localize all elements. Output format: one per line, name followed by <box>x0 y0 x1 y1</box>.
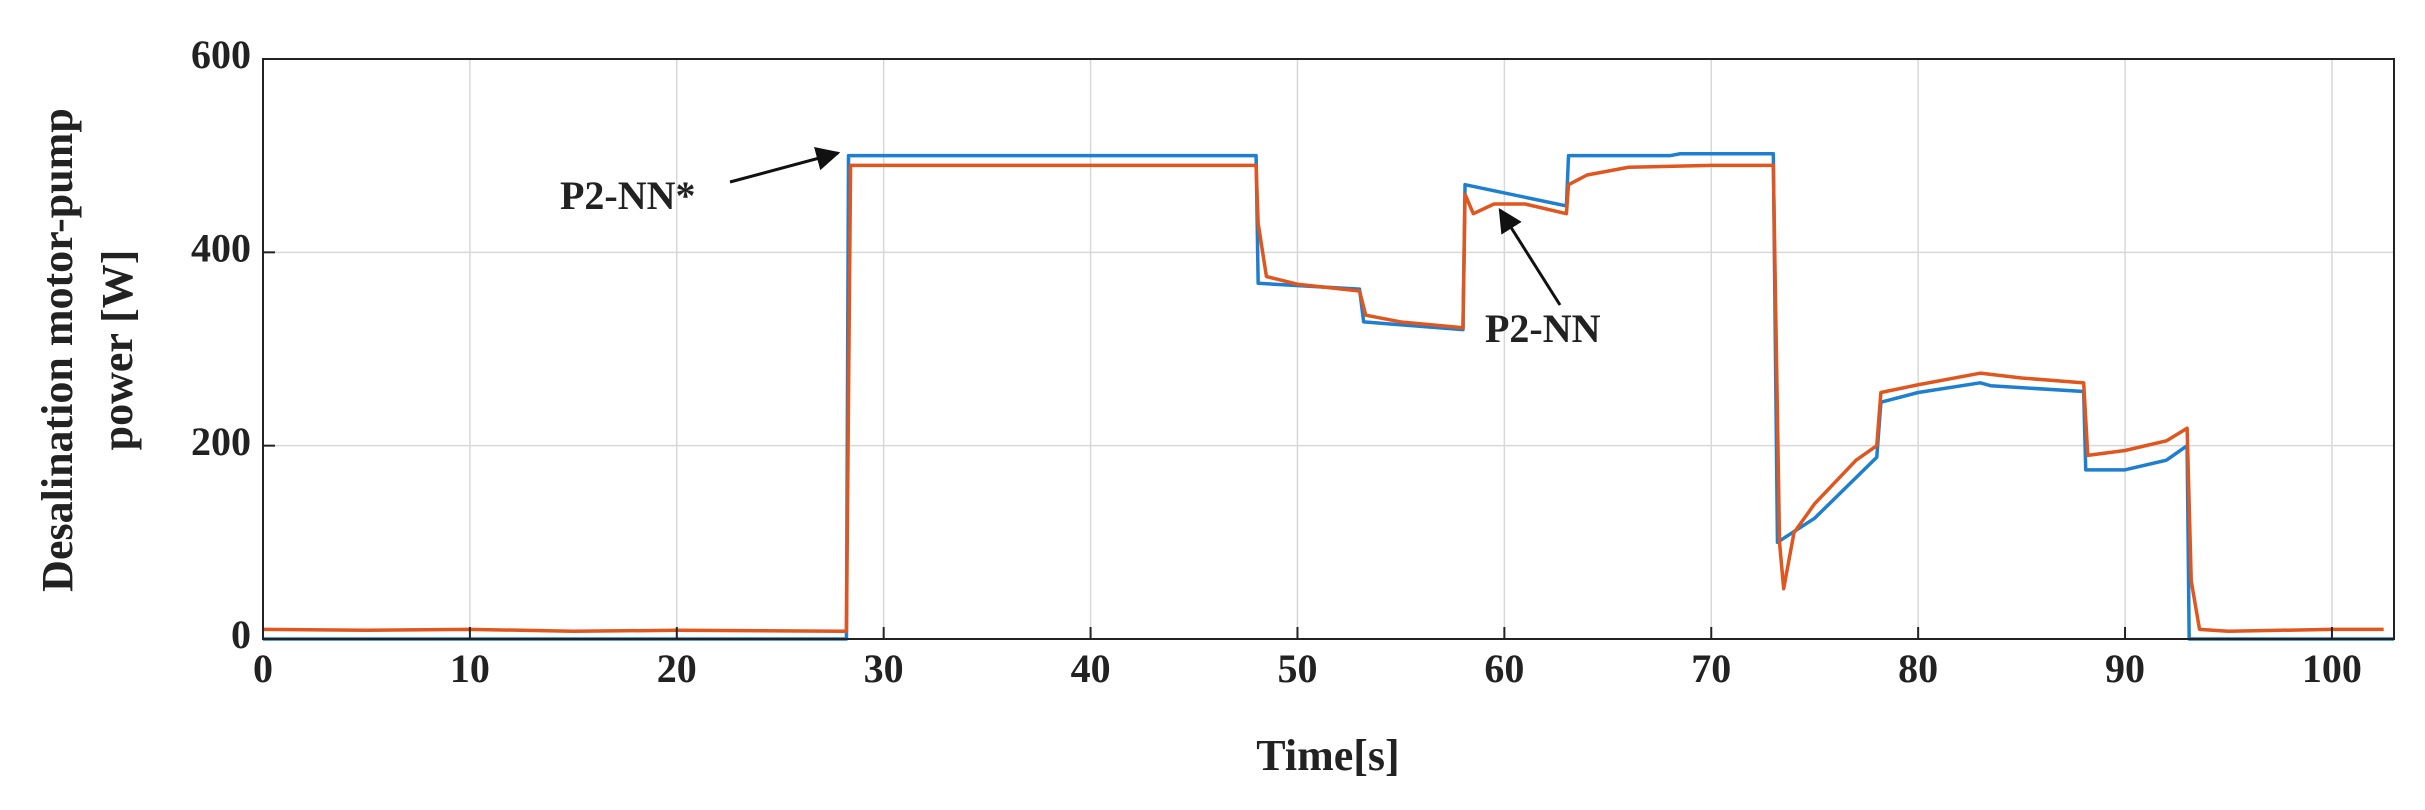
series-line <box>262 163 2384 634</box>
y-tick-label: 400 <box>191 226 251 271</box>
y-axis-label: Desalination motor-pump <box>33 108 82 592</box>
y-tick-label: 0 <box>231 612 251 657</box>
annotation-arrow <box>729 147 841 184</box>
x-tick-label: 80 <box>1898 646 1938 691</box>
x-tick-label: 90 <box>2105 646 2145 691</box>
lines <box>262 151 2394 641</box>
x-tick-label: 100 <box>2302 646 2362 691</box>
y-tick-label: 200 <box>191 419 251 464</box>
x-tick-label: 30 <box>864 646 904 691</box>
plot-frame <box>262 58 2395 640</box>
x-tick-label: 40 <box>1071 646 1111 691</box>
x-tick-label: 60 <box>1484 646 1524 691</box>
annotation: P2-NN <box>1485 306 1601 351</box>
x-tick-label: 50 <box>1277 646 1317 691</box>
annotation-arrow <box>1498 207 1562 306</box>
y-axis-label: power [W] <box>93 250 142 451</box>
x-tick-label: 10 <box>450 646 490 691</box>
x-tick-label: 0 <box>253 646 273 691</box>
x-tick-label: 20 <box>657 646 697 691</box>
series-line <box>263 151 2394 641</box>
grid <box>262 58 2394 640</box>
annotation: P2-NN* <box>560 173 696 218</box>
x-tick-label: 70 <box>1691 646 1731 691</box>
x-axis-label: Time[s] <box>1256 731 1399 780</box>
y-tick-label: 600 <box>191 32 251 77</box>
